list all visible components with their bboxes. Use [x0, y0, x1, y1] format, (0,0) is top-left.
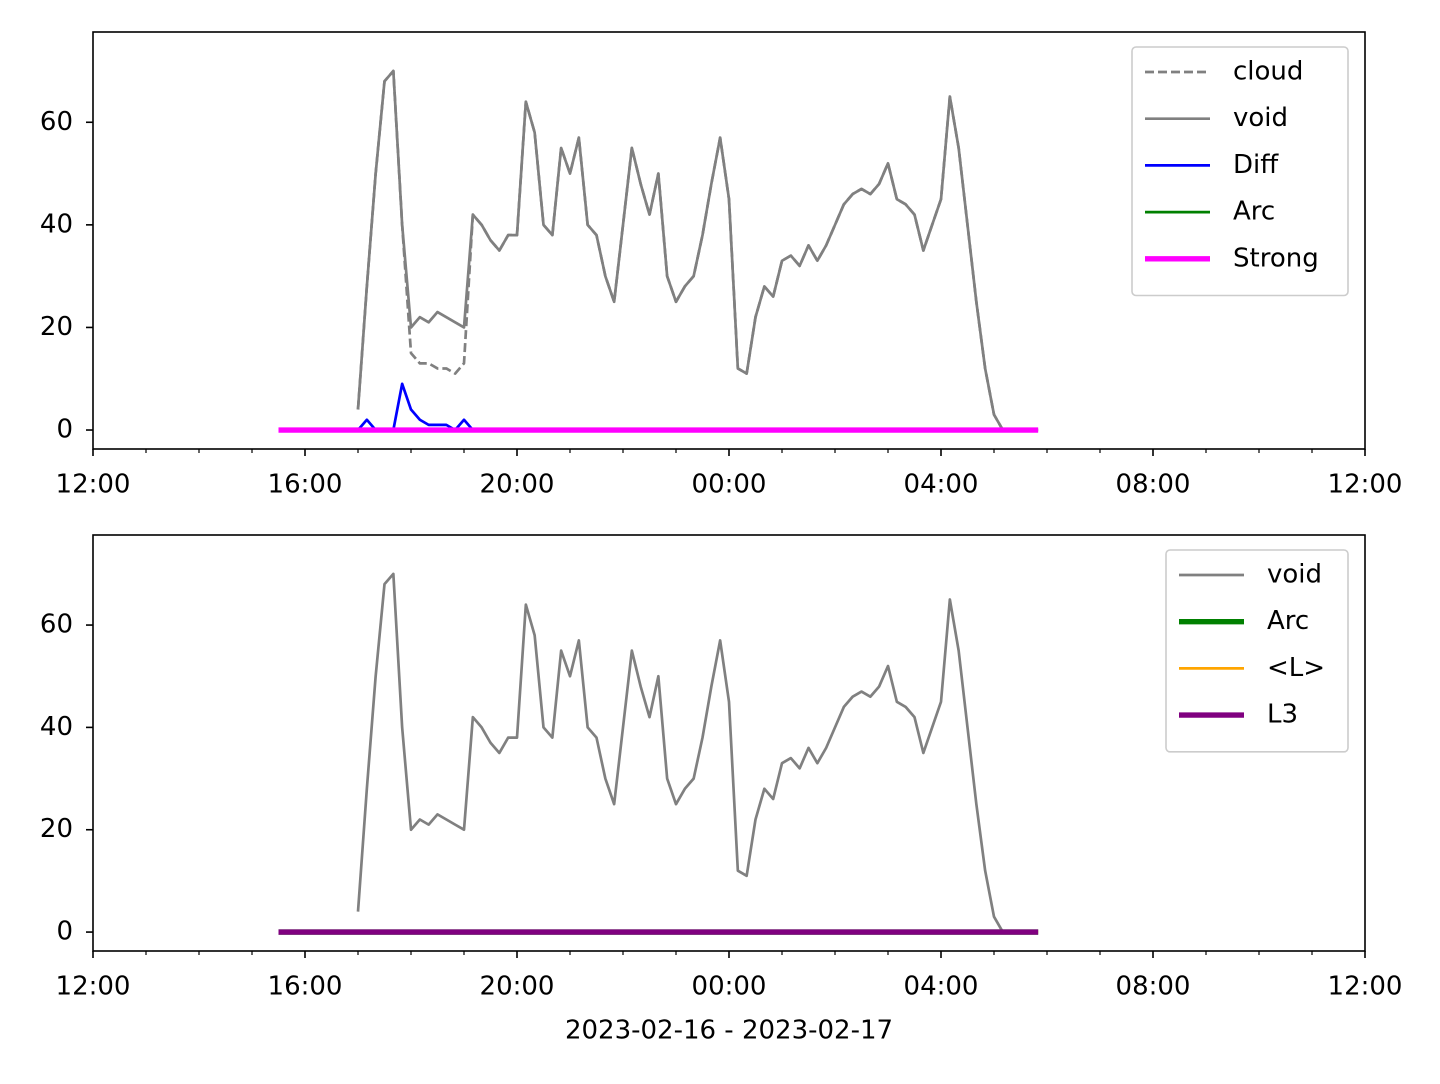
x-tick-label: 08:00: [1116, 972, 1191, 1002]
legend-box: [1165, 549, 1349, 753]
x-tick-label: 04:00: [904, 972, 979, 1002]
x-tick-label: 00:00: [692, 470, 767, 500]
x-tick-label: 12:00: [56, 972, 131, 1002]
legend-label: Arc: [1233, 197, 1275, 227]
y-tick-label: 20: [40, 814, 73, 844]
legend-label: void: [1267, 560, 1322, 590]
legend-label: Strong: [1233, 243, 1319, 273]
x-tick-label: 16:00: [268, 972, 343, 1002]
x-axis-label: 2023-02-16 - 2023-02-17: [565, 1016, 893, 1046]
y-tick-label: 0: [56, 415, 73, 445]
y-tick-label: 40: [40, 712, 73, 742]
x-tick-label: 12:00: [1328, 470, 1403, 500]
y-tick-label: 20: [40, 312, 73, 342]
series-line: [356, 69, 1005, 431]
x-tick-label: 12:00: [1328, 972, 1403, 1002]
y-tick-label: 40: [40, 209, 73, 239]
x-tick-label: 08:00: [1116, 470, 1191, 500]
series-line: [356, 572, 1005, 933]
y-tick-label: 0: [56, 917, 73, 947]
y-tick-label: 60: [40, 610, 73, 640]
x-tick-label: 16:00: [268, 470, 343, 500]
legend-label: void: [1233, 103, 1288, 133]
legend-label: L3: [1267, 700, 1298, 730]
legend-label: Arc: [1267, 606, 1309, 636]
legend-label: cloud: [1233, 57, 1303, 87]
x-tick-label: 12:00: [56, 470, 131, 500]
legend-box: [1131, 46, 1349, 297]
y-tick-label: 60: [40, 107, 73, 137]
x-tick-label: 20:00: [480, 972, 555, 1002]
legend-label: Diff: [1233, 150, 1279, 180]
x-tick-label: 04:00: [904, 470, 979, 500]
x-tick-label: 00:00: [692, 972, 767, 1002]
legend-label: <L>: [1267, 653, 1325, 683]
x-tick-label: 20:00: [480, 470, 555, 500]
